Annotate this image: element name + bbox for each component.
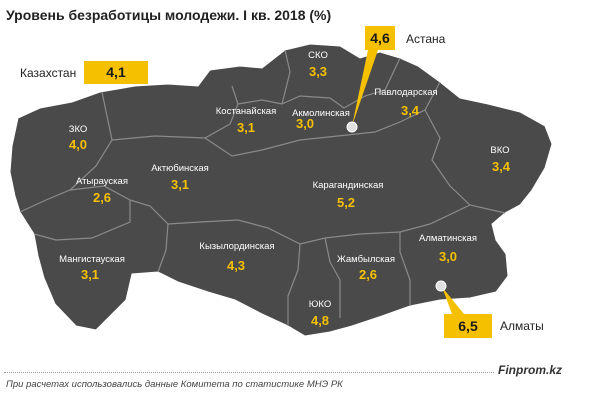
region-name-vko: ВКО bbox=[490, 145, 510, 156]
region-value-mangistau: 3,1 bbox=[80, 267, 100, 282]
region-value-yuko: 4,8 bbox=[310, 313, 330, 328]
region-name-zko: ЗКО bbox=[68, 124, 88, 135]
almaty-value-badge: 6,5 bbox=[444, 314, 492, 338]
region-borders bbox=[19, 49, 506, 326]
region-name-almaty-region: Алматинская bbox=[419, 233, 477, 244]
region-value-sko: 3,3 bbox=[308, 64, 328, 79]
region-value-kostanay: 3,1 bbox=[236, 120, 256, 135]
region-name-mangistau: Мангистауская bbox=[59, 254, 125, 265]
astana-label: Астана bbox=[406, 32, 446, 46]
region-name-kostanay: Костанайская bbox=[215, 106, 277, 117]
almaty-pointer bbox=[442, 287, 464, 314]
region-value-aktobe: 3,1 bbox=[170, 177, 190, 192]
region-value-vko: 3,4 bbox=[491, 159, 511, 174]
almaty-label: Алматы bbox=[500, 319, 544, 333]
astana-value-badge: 4,6 bbox=[365, 26, 395, 50]
country-shape bbox=[9, 43, 553, 337]
region-name-karaganda: Карагандинская bbox=[312, 180, 384, 191]
region-value-almaty-region: 3,0 bbox=[438, 249, 458, 264]
region-value-pavlodar: 3,4 bbox=[400, 103, 420, 118]
region-value-zhambyl: 2,6 bbox=[358, 267, 378, 282]
brand-logo-text: Finprom.kz bbox=[498, 363, 563, 377]
source-note: При расчетах использовались данные Комит… bbox=[6, 379, 343, 390]
kazakhstan-label: Казахстан bbox=[20, 66, 77, 80]
map-title: Уровень безработицы молодежи. I кв. 2018… bbox=[6, 7, 332, 23]
astana-pointer bbox=[352, 50, 378, 126]
footer-divider bbox=[4, 372, 494, 373]
region-name-sko: СКО bbox=[308, 50, 328, 61]
region-value-karaganda: 5,2 bbox=[336, 195, 356, 210]
region-name-kyzylorda: Кызылординская bbox=[199, 241, 275, 252]
region-value-atyrau: 2,6 bbox=[92, 190, 112, 205]
region-value-kyzylorda: 4,3 bbox=[226, 258, 246, 273]
astana-marker bbox=[346, 121, 358, 133]
region-value-akmola: 3,0 bbox=[295, 116, 315, 131]
region-value-zko: 4,0 bbox=[68, 137, 88, 152]
kazakhstan-value-badge: 4,1 bbox=[84, 61, 148, 84]
region-name-yuko: ЮКО bbox=[308, 299, 332, 310]
region-name-atyrau: Атырауская bbox=[76, 176, 128, 187]
region-name-akmola: Акмолинская bbox=[292, 108, 350, 119]
region-name-aktobe: Актюбинская bbox=[151, 163, 209, 174]
almaty-marker bbox=[435, 280, 447, 292]
region-name-zhambyl: Жамбылская bbox=[337, 254, 395, 265]
region-name-pavlodar: Павлодарская bbox=[374, 87, 438, 98]
